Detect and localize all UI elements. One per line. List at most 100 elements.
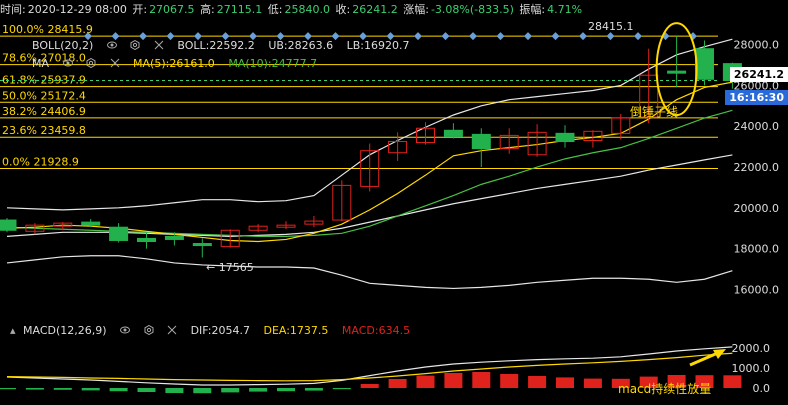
- hammer-annotation: 倒锤子线: [630, 105, 679, 119]
- open-label: 开:: [132, 3, 148, 16]
- change-label: 涨幅:: [403, 3, 429, 16]
- fib-diamond-marker: [359, 32, 367, 41]
- y-tick-label: 18000.0: [734, 243, 780, 256]
- eye-icon[interactable]: [106, 40, 117, 50]
- macd-histogram-bar: [304, 388, 323, 391]
- macd-dif-value: DIF:2054.7: [190, 324, 250, 337]
- candle-body: [443, 129, 463, 137]
- ma5-value: MA(5):26161.0: [133, 57, 215, 70]
- fib-level-label: 50.0% 25172.4: [2, 89, 86, 102]
- fib-diamond-marker: [579, 32, 587, 41]
- time-label: 时间:: [0, 3, 26, 16]
- macd-histogram-bar: [81, 388, 100, 391]
- macd-dea-value: DEA:1737.5: [263, 324, 329, 337]
- low-price-marker: ← 17565: [206, 261, 254, 274]
- macd-histogram-bar: [193, 388, 212, 394]
- fib-diamond-marker: [441, 32, 450, 41]
- macd-histogram-bar: [472, 372, 491, 388]
- fib-diamond-marker: [111, 32, 120, 41]
- candle-body: [276, 224, 296, 228]
- candle-body: [667, 70, 687, 74]
- high-value: 27115.1: [216, 3, 263, 16]
- macd-indicator-row: ▴ MACD(12,26,9) DIF:2054.7 DEA:1737.5 MA…: [10, 324, 420, 338]
- fib-diamond-marker: [331, 32, 340, 41]
- candle-body: [416, 127, 435, 144]
- time-value: 2020-12-29 08:00: [27, 3, 127, 16]
- macd-histogram-bar: [332, 388, 351, 390]
- macd-histogram-bar: [416, 375, 435, 388]
- candle-body: [192, 243, 212, 247]
- ohlc-info-bar: 时间: 2020-12-29 08:00 开: 27067.5 高: 27115.1 …: [0, 0, 788, 20]
- macd-arrow-line: [689, 350, 721, 367]
- macd-histogram-bar: [137, 388, 156, 392]
- candle-body: [639, 74, 659, 118]
- close-icon[interactable]: [167, 325, 177, 335]
- macd-arrow-head: [713, 349, 726, 359]
- candle-body: [332, 184, 352, 221]
- fib-level-label: 38.2% 24406.9: [2, 105, 86, 118]
- change-value: -3.08%(-833.5): [430, 3, 514, 16]
- eye-icon[interactable]: [62, 58, 73, 68]
- amplitude-label: 振幅:: [519, 3, 546, 16]
- macd-annotation: macd持续性放量: [618, 382, 712, 396]
- gear-icon[interactable]: [86, 57, 96, 69]
- fib-diamond-marker: [496, 32, 505, 41]
- fib-diamond-marker: [551, 32, 560, 41]
- y-tick-label: 28000.0: [734, 39, 780, 52]
- y-tick-label: 20000.0: [734, 202, 780, 215]
- low-value: 25840.0: [284, 3, 331, 16]
- gear-icon[interactable]: [144, 324, 154, 336]
- candle-body: [583, 130, 603, 141]
- fib-diamond-marker: [634, 32, 642, 41]
- fib-level-label: 100.0% 28415.9: [2, 23, 93, 36]
- macd-histogram-bar: [249, 388, 268, 392]
- y-tick-label: 26000.0: [734, 79, 780, 92]
- macd-histogram-bar: [109, 388, 128, 392]
- collapse-chevron-icon[interactable]: ▴: [10, 324, 16, 337]
- macd-histogram-bar: [556, 377, 574, 388]
- candle-body: [695, 48, 714, 80]
- macd-y-tick-label: 1000.0: [732, 362, 771, 375]
- candle-body: [471, 133, 491, 150]
- candle-body: [0, 219, 17, 231]
- boll-lb-value: LB:16920.7: [346, 39, 410, 52]
- candle-body: [109, 226, 129, 241]
- macd-histogram-bar: [639, 376, 658, 388]
- fib-diamond-marker: [386, 32, 395, 41]
- candle-body: [360, 150, 380, 187]
- eye-icon[interactable]: [120, 325, 131, 335]
- macd-dea-line: [6, 352, 733, 382]
- fib-diamond-marker: [304, 32, 312, 41]
- y-tick-label: 24000.0: [734, 120, 780, 133]
- macd-name[interactable]: MACD(12,26,9): [23, 324, 107, 337]
- ma-name[interactable]: MA: [32, 57, 50, 70]
- boll-indicator-row: BOLL(20,2) BOLL:22592.2 UB:28263.6 LB:16…: [32, 39, 419, 53]
- candle-body: [220, 229, 240, 248]
- boll-value: BOLL:22592.2: [177, 39, 255, 52]
- ma-indicator-row: MA MA(5):26161.0 MA(10):24777.7: [32, 57, 327, 71]
- macd-histogram-bar: [583, 378, 602, 388]
- macd-histogram-bar: [25, 388, 44, 390]
- gear-icon[interactable]: [130, 39, 140, 51]
- candle-body: [388, 141, 408, 154]
- fib-level-label: 23.6% 23459.8: [2, 124, 86, 137]
- fib-level-label: 0.0% 21928.9: [2, 155, 79, 168]
- macd-y-tick-label: 0.0: [753, 382, 771, 395]
- close-icon[interactable]: [154, 40, 164, 50]
- macd-histogram-bar: [221, 388, 240, 393]
- macd-histogram-bar: [528, 376, 547, 388]
- candle-body: [137, 237, 156, 242]
- fib-diamond-marker: [221, 32, 230, 41]
- fib-diamond-marker: [139, 32, 147, 41]
- current-price-tag: 26241.2: [729, 67, 788, 82]
- macd-histogram-bar: [0, 388, 16, 390]
- macd-histogram-bar: [667, 375, 686, 388]
- candle-body: [611, 117, 631, 134]
- fib-diamond-marker: [469, 32, 477, 41]
- y-tick-label: 22000.0: [734, 161, 780, 174]
- candle-body: [164, 235, 184, 240]
- candle-body: [25, 224, 45, 232]
- boll-name[interactable]: BOLL(20,2): [32, 39, 94, 52]
- close-icon[interactable]: [110, 58, 120, 68]
- macd-histogram-bar: [53, 388, 72, 390]
